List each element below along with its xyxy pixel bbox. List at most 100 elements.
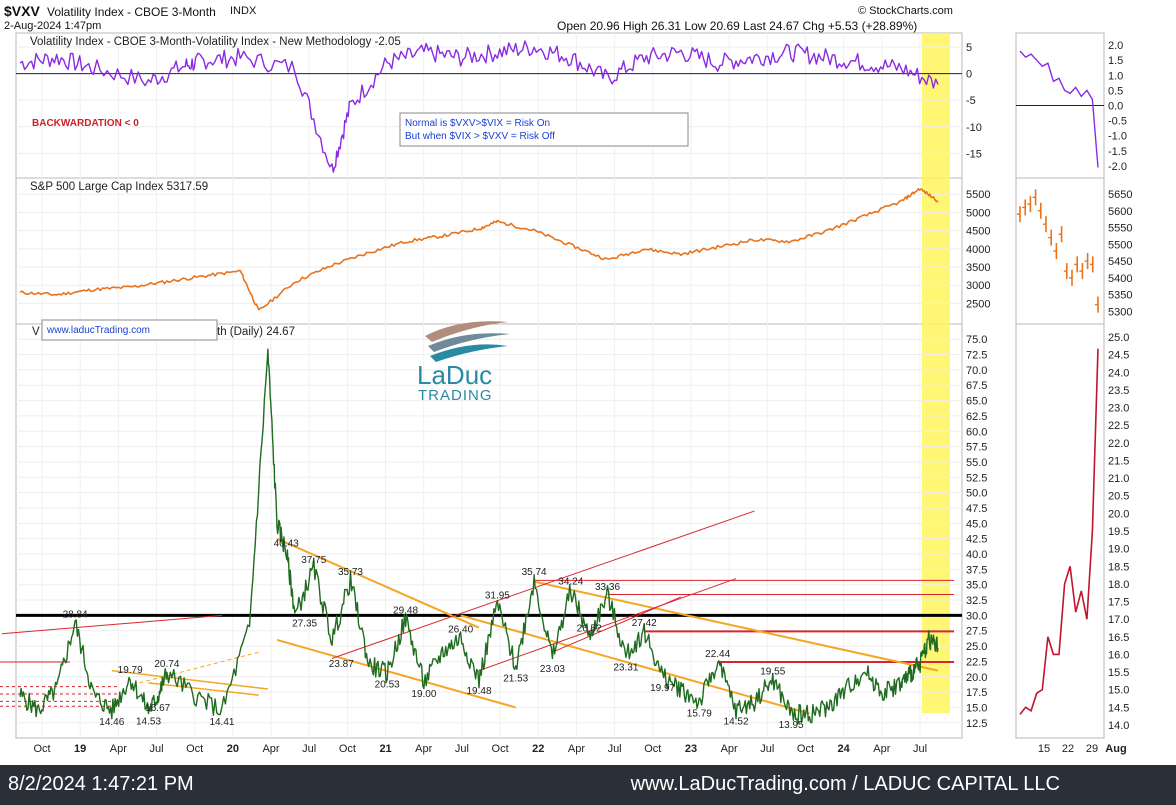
y-tick-label: 5650 xyxy=(1108,189,1132,201)
value-label: 23.03 xyxy=(540,664,565,675)
value-label: 19.00 xyxy=(411,689,436,700)
y-tick-label: 17.5 xyxy=(1108,597,1129,609)
value-label: 16.67 xyxy=(145,703,170,714)
y-tick-label: 5500 xyxy=(1108,239,1132,251)
value-label: 35.73 xyxy=(338,567,363,578)
y-tick-label: 5400 xyxy=(1108,273,1132,285)
y-tick-label: 12.5 xyxy=(966,718,987,730)
x-tick-label: Oct xyxy=(33,743,50,755)
y-tick-label: 27.5 xyxy=(966,626,987,638)
logo-word: LaDuc xyxy=(417,360,492,390)
spread-panel-title: Volatility Index - CBOE 3-Month-Volatili… xyxy=(30,36,401,48)
y-tick-label: -0.5 xyxy=(1108,116,1127,128)
x-tick-label: 22 xyxy=(532,743,544,755)
y-tick-label: 1.5 xyxy=(1108,55,1123,67)
channel-upper xyxy=(276,537,480,629)
x-tick-label: Oct xyxy=(492,743,509,755)
y-tick-label: -15 xyxy=(966,148,982,160)
y-tick-label: 25.0 xyxy=(966,641,987,653)
footer-timestamp: 8/2/2024 1:47:21 PM xyxy=(8,773,194,795)
y-tick-label: 15.0 xyxy=(966,702,987,714)
value-label: 14.46 xyxy=(99,717,124,728)
channel-lower xyxy=(148,682,259,696)
y-tick-label: 37.5 xyxy=(966,564,987,576)
main-title-right: th (Daily) 24.67 xyxy=(217,326,295,338)
x-tick-label: Apr xyxy=(568,743,585,755)
y-tick-label: 15.5 xyxy=(1108,667,1129,679)
y-tick-label: 0.0 xyxy=(1108,101,1123,113)
x-tick-label: Jul xyxy=(455,743,469,755)
value-label: 31.95 xyxy=(485,590,510,601)
value-label: 23.31 xyxy=(613,662,638,673)
watermark-url[interactable]: www.laducTrading.com xyxy=(46,325,150,336)
y-tick-label: 16.5 xyxy=(1108,632,1129,644)
vxv-line xyxy=(19,348,939,725)
y-tick-label: 3000 xyxy=(966,280,990,292)
y-tick-label: 30.0 xyxy=(966,610,987,622)
channel-upper xyxy=(533,580,939,672)
spx-line xyxy=(19,188,939,311)
value-label: 20.53 xyxy=(375,680,400,691)
main-title-left: V xyxy=(32,326,40,338)
vxv-recent-line xyxy=(1019,566,1088,715)
y-tick-label: 65.0 xyxy=(966,396,987,408)
watermark-box[interactable] xyxy=(41,319,218,341)
value-label: 22.44 xyxy=(705,649,730,660)
y-tick-label: 5550 xyxy=(1108,223,1132,235)
note-box xyxy=(399,112,689,147)
y-tick-label: 75.0 xyxy=(966,334,987,346)
x-tick-label: 15 xyxy=(1038,743,1050,755)
chart-symbol: $VXV xyxy=(4,3,40,19)
y-tick-label: 42.5 xyxy=(966,534,987,546)
value-label: 40.43 xyxy=(274,538,299,549)
chart-exchange: INDX xyxy=(230,5,257,17)
value-label: 14.53 xyxy=(136,716,161,727)
logo-sub: TRADING xyxy=(418,387,493,404)
y-tick-label: -1.5 xyxy=(1108,146,1127,158)
value-label: 28.84 xyxy=(63,610,88,621)
value-label: 27.42 xyxy=(632,618,657,629)
x-tick-label: Jul xyxy=(608,743,622,755)
note-line-1: Normal is $VXV>$VIX = Risk On xyxy=(405,118,550,129)
y-tick-label: 23.0 xyxy=(1108,403,1129,415)
spx-panel-title: S&P 500 Large Cap Index 5317.59 xyxy=(30,181,208,193)
highlight-band xyxy=(922,33,950,713)
y-tick-label: -5 xyxy=(966,95,976,107)
y-tick-label: 2500 xyxy=(966,298,990,310)
y-tick-label: 32.5 xyxy=(966,595,987,607)
y-tick-label: 2.0 xyxy=(1108,40,1123,52)
y-tick-label: 5000 xyxy=(966,207,990,219)
chart-figure: 5 0 -5 -10 -15 5500 5000 4500 4000 3500 3000 2500 75… xyxy=(0,32,1132,755)
x-tick-label: Apr xyxy=(262,743,279,755)
y-tick-label: 18.5 xyxy=(1108,561,1129,573)
x-tick-label: Oct xyxy=(644,743,661,755)
chart-date: 2-Aug-2024 1:47pm xyxy=(4,20,102,32)
y-tick-label: 24.0 xyxy=(1108,367,1129,379)
value-label: 29.48 xyxy=(393,606,418,617)
y-tick-label: 3500 xyxy=(966,262,990,274)
x-tick-label: Apr xyxy=(873,743,890,755)
y-tick-label: 22.0 xyxy=(1108,438,1129,450)
y-tick-label: -10 xyxy=(966,122,982,134)
y-tick-label: 21.5 xyxy=(1108,455,1129,467)
y-tick-label: 20.5 xyxy=(1108,491,1129,503)
x-tick-label: Jul xyxy=(149,743,163,755)
y-tick-label: 22.5 xyxy=(1108,420,1129,432)
y-tick-label: 21.0 xyxy=(1108,473,1129,485)
x-tick-label: 19 xyxy=(74,743,86,755)
trend-red xyxy=(552,596,682,653)
value-label: 26.52 xyxy=(577,624,602,635)
value-label: 37.75 xyxy=(301,555,326,566)
trend-red xyxy=(1,614,223,635)
y-tick-label: 4000 xyxy=(966,244,990,256)
x-tick-label: Oct xyxy=(186,743,203,755)
x-tick-label: Apr xyxy=(415,743,432,755)
value-label: 33.36 xyxy=(595,582,620,593)
y-tick-label: 5300 xyxy=(1108,306,1132,318)
y-tick-label: 17.5 xyxy=(966,687,987,699)
y-tick-label: 5600 xyxy=(1108,206,1132,218)
value-label: 14.52 xyxy=(724,716,749,727)
y-tick-label: 14.5 xyxy=(1108,702,1129,714)
value-label: 19.97 xyxy=(650,683,675,694)
y-tick-label: 4500 xyxy=(966,226,990,238)
